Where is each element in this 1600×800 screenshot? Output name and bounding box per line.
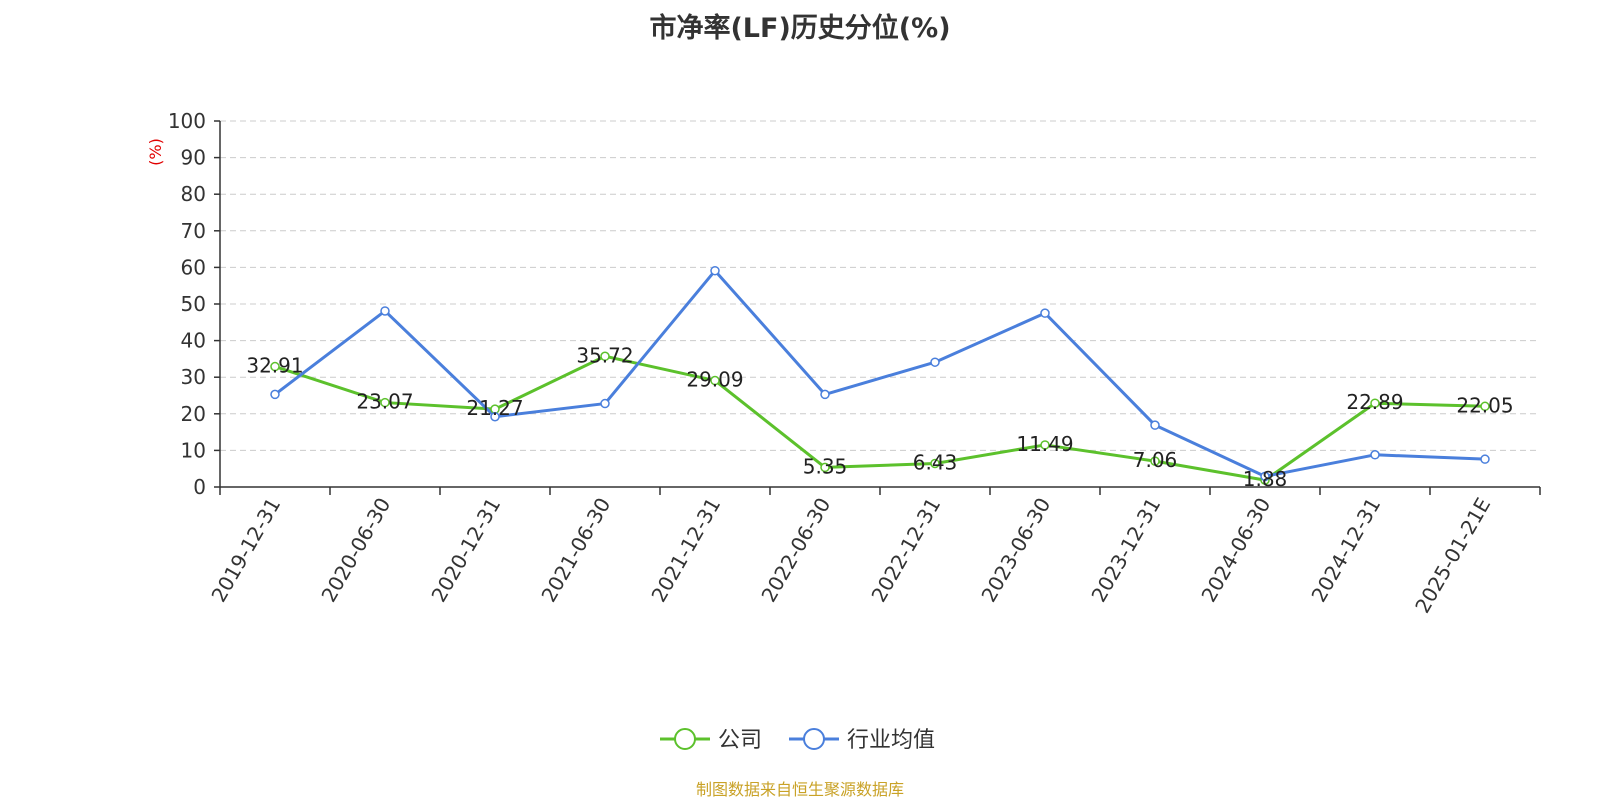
y-tick-label: 90 [181, 146, 206, 170]
y-tick-label: 40 [181, 329, 206, 353]
data-label: 22.89 [1346, 390, 1403, 414]
legend-marker [674, 728, 696, 750]
y-axis-label: (%) [146, 138, 165, 166]
series-2-point [1040, 308, 1050, 318]
series-2-point [1370, 450, 1380, 460]
series-2-point [930, 357, 940, 367]
y-tick-label: 20 [181, 402, 206, 426]
series-1-point [1370, 398, 1380, 408]
data-label: 5.35 [803, 454, 848, 478]
axes: 0 10 20 30 40 50 60 70 80 90 100 2019-12-31 2020-06-… [168, 109, 1541, 618]
x-tick-label: 2020-12-31 [426, 494, 505, 607]
x-tick-label: 2024-12-31 [1306, 494, 1385, 607]
series-1-point [1040, 440, 1050, 450]
x-tick-label: 2019-12-31 [206, 494, 285, 607]
series-2-point [490, 411, 500, 422]
y-tick-label: 50 [181, 292, 206, 316]
series-1-point [1150, 456, 1160, 466]
series-2-point [1480, 454, 1490, 464]
data-label: 7.06 [1133, 448, 1178, 472]
x-tick-label: 2023-12-31 [1086, 494, 1165, 607]
data-label: 22.05 [1456, 393, 1513, 417]
x-tick-label: 2024-06-30 [1196, 494, 1275, 607]
series-1-point [710, 375, 720, 386]
series-line-2 [274, 269, 1486, 478]
y-tick-label: 0 [193, 475, 206, 499]
x-tick-label: 2020-06-30 [316, 494, 395, 607]
data-label: 1.88 [1243, 467, 1288, 491]
series-layer [270, 265, 1490, 485]
x-tick-label: 2025-01-21E [1410, 494, 1495, 618]
y-tick-label: 80 [181, 182, 206, 206]
data-label: 21.27 [466, 396, 523, 420]
data-labels: 32.91 23.07 21.27 35.72 29.09 5.35 6.43 11.49 7.… [246, 343, 1513, 491]
data-label: 29.09 [686, 368, 743, 392]
data-label: 11.49 [1016, 432, 1073, 456]
series-2-point [710, 265, 720, 276]
legend: 公司 行业均值 [660, 728, 935, 753]
y-tick-label: 30 [181, 365, 206, 389]
series-1-point [380, 397, 390, 408]
series-1-point [930, 458, 940, 469]
series-2-point [1260, 471, 1270, 482]
x-tick-label: 2022-06-30 [756, 494, 835, 607]
y-tick-label: 60 [181, 255, 206, 279]
data-label: 32.91 [246, 354, 303, 378]
y-tick-label: 10 [181, 438, 206, 462]
series-line-1 [274, 354, 1486, 482]
source-note: 制图数据来自恒生聚源数据库 [695, 780, 904, 799]
series-2-point [380, 306, 390, 316]
x-tick-label: 2023-06-30 [976, 494, 1055, 607]
series-1-point [1480, 401, 1490, 412]
legend-marker [803, 728, 825, 750]
y-tick-label: 100 [168, 109, 206, 133]
series-1-point [600, 351, 610, 362]
series-2-point [820, 389, 830, 400]
data-label: 6.43 [913, 450, 958, 474]
grid-lines [220, 120, 1540, 451]
legend-label: 公司 [718, 728, 762, 753]
x-tick-label: 2022-12-31 [866, 494, 945, 607]
series-2-point [270, 389, 280, 400]
y-tick-label: 70 [181, 219, 206, 243]
series-2-point [600, 398, 610, 409]
x-tick-label: 2021-12-31 [646, 494, 725, 607]
series-2-point [1150, 420, 1160, 430]
series-1-point [820, 462, 830, 473]
data-label: 23.07 [356, 390, 413, 414]
x-tick-label: 2021-06-30 [536, 494, 615, 607]
legend-label: 行业均值 [847, 728, 935, 753]
data-label: 35.72 [576, 343, 633, 367]
chart-title: 市净率(LF)历史分位(%) [649, 13, 951, 44]
series-1-point [270, 361, 280, 372]
